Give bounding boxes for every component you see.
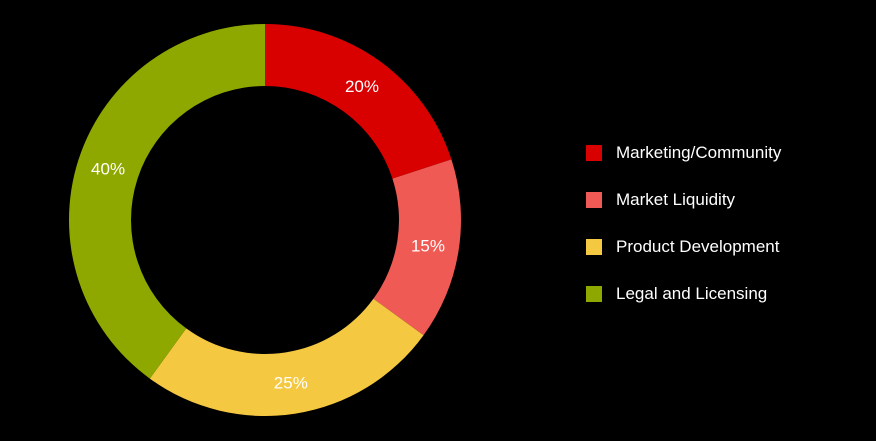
legend-swatch-market-liquidity <box>586 192 602 208</box>
legend-label-market-liquidity: Market Liquidity <box>616 190 736 209</box>
legend-item-market-liquidity: Market Liquidity <box>586 189 781 211</box>
slice-value-label-marketing-community: 20% <box>345 77 379 96</box>
legend-swatch-marketing-community <box>586 145 602 161</box>
donut-slice-legal-and-licensing <box>69 24 265 379</box>
legend-swatch-product-development <box>586 239 602 255</box>
legend-label-product-development: Product Development <box>616 237 780 256</box>
donut-slice-market-liquidity <box>373 159 461 336</box>
legend-label-legal-and-licensing: Legal and Licensing <box>616 284 768 303</box>
slice-value-label-market-liquidity: 15% <box>411 236 445 255</box>
legend-item-product-development: Product Development <box>586 236 781 258</box>
slice-value-label-product-development: 25% <box>274 373 308 392</box>
donut-slices <box>69 24 461 416</box>
slice-value-label-legal-and-licensing: 40% <box>91 160 125 179</box>
legend-item-marketing-community: Marketing/Community <box>586 142 781 164</box>
donut-chart: 20% 15% 25% 40% <box>69 24 461 416</box>
donut-slice-marketing-community <box>265 24 452 179</box>
legend-label-marketing-community: Marketing/Community <box>616 143 782 162</box>
legend-swatch-legal-and-licensing <box>586 286 602 302</box>
donut-slice-labels: 20% 15% 25% 40% <box>91 77 445 392</box>
chart-legend: Marketing/Community Market Liquidity Pro… <box>586 142 781 330</box>
legend-item-legal-and-licensing: Legal and Licensing <box>586 283 781 305</box>
donut-slice-product-development <box>149 298 424 416</box>
